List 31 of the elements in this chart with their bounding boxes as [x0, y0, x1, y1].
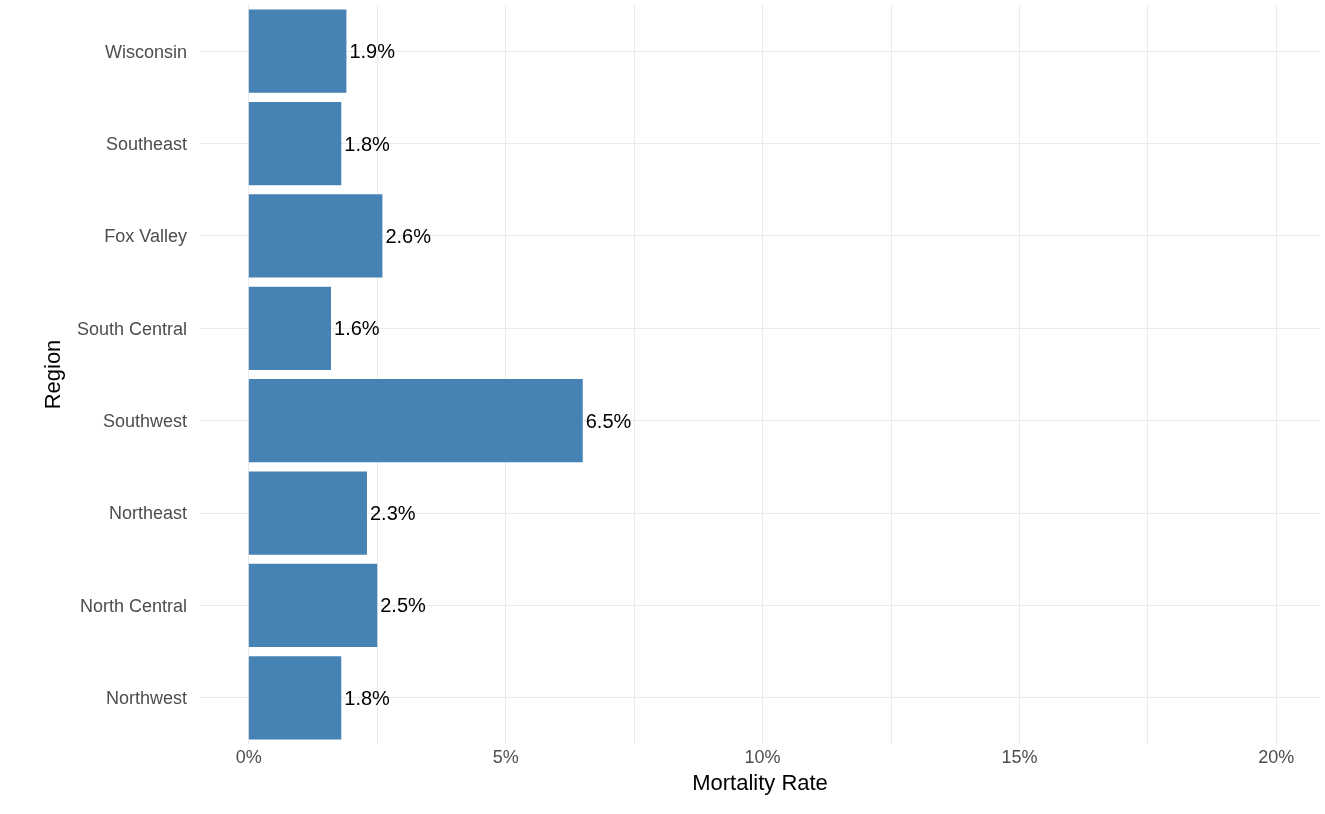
y-tick-label: Wisconsin	[104, 41, 187, 62]
y-tick-label: Northeast	[108, 503, 187, 524]
x-tick-label: 5%	[492, 747, 519, 767]
y-tick-label: Southwest	[102, 410, 187, 431]
data-label: 2.3%	[369, 502, 416, 525]
x-tick-label: 15%	[1001, 747, 1038, 767]
bar	[248, 656, 342, 740]
y-tick-label: Fox Valley	[104, 226, 187, 247]
y-tick-label: Northwest	[105, 688, 187, 709]
bar	[248, 563, 378, 648]
data-label: 2.6%	[385, 224, 432, 247]
y-tick-label: North Central	[79, 595, 187, 616]
data-label: 1.6%	[334, 317, 380, 340]
data-label: 6.5%	[585, 409, 632, 432]
bar	[248, 194, 383, 278]
bar	[248, 471, 367, 555]
y-axis-title: Region	[39, 339, 65, 410]
bar	[248, 286, 332, 370]
data-label: 1.9%	[349, 40, 396, 63]
x-tick-label: 20%	[1258, 747, 1295, 767]
bar	[248, 379, 583, 463]
data-label: 1.8%	[344, 686, 391, 709]
x-tick-label: 0%	[235, 747, 262, 767]
bar	[248, 9, 347, 93]
bar	[248, 101, 342, 186]
y-tick-label: Southeast	[105, 133, 187, 154]
data-label: 2.5%	[380, 594, 427, 617]
x-tick-label: 10%	[744, 747, 781, 767]
x-axis-title: Mortality Rate	[692, 769, 828, 795]
data-label: 1.8%	[344, 132, 391, 155]
y-tick-label: South Central	[76, 318, 187, 339]
